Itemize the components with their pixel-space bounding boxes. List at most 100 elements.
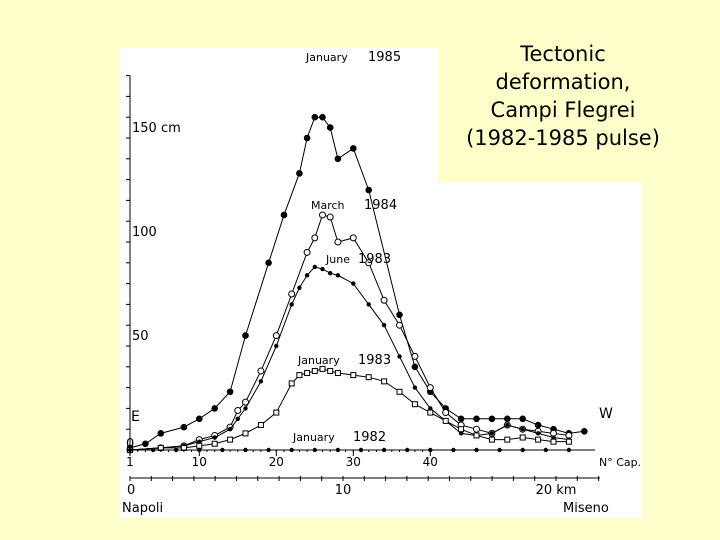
- data-point: [473, 432, 480, 439]
- data-point: [426, 384, 434, 392]
- data-point: [197, 447, 202, 453]
- data-point: [504, 436, 511, 443]
- data-point: [488, 415, 496, 423]
- data-point: [405, 447, 410, 453]
- data-point: [451, 447, 456, 453]
- data-point: [289, 447, 294, 453]
- x-tick-label: 30: [346, 455, 361, 469]
- data-point: [242, 332, 249, 339]
- data-point: [474, 447, 479, 453]
- series-label-year: 1983: [358, 353, 391, 368]
- labels: 150 cm 100 50 0 1 10 20 30 40 N° Cap. 0 10 20 km Napo…: [122, 50, 641, 516]
- data-point: [142, 440, 149, 448]
- title-line-1: Tectonic: [520, 42, 606, 66]
- data-point: [488, 436, 495, 443]
- data-point: [326, 124, 334, 131]
- data-point: [396, 388, 403, 395]
- data-point: [327, 367, 334, 374]
- title-line-4: (1982-1985 pulse): [466, 126, 660, 150]
- series-label-name: January: [305, 51, 348, 64]
- data-point: [280, 211, 288, 219]
- data-point: [296, 170, 303, 177]
- data-point: [504, 415, 511, 423]
- series-label-name: January: [292, 431, 335, 444]
- series-label-year: 1984: [364, 198, 397, 213]
- data-point: [442, 417, 449, 424]
- data-point: [312, 264, 317, 270]
- series-label-name: January: [297, 354, 340, 367]
- data-point: [581, 427, 588, 435]
- data-point: [365, 186, 373, 194]
- x-tick-label: 1: [126, 455, 134, 469]
- data-point: [396, 321, 403, 329]
- data-point: [519, 415, 526, 423]
- data-point: [319, 211, 326, 219]
- data-point: [428, 447, 433, 453]
- data-point: [227, 436, 234, 443]
- data-point: [497, 447, 502, 453]
- data-point: [288, 380, 295, 387]
- data-point: [303, 134, 311, 142]
- data-point: [258, 379, 264, 384]
- data-point: [427, 409, 434, 416]
- data-point: [411, 401, 418, 408]
- data-point: [534, 421, 542, 429]
- data-point: [366, 302, 371, 307]
- y-tick-label: 50: [132, 329, 149, 344]
- data-point: [520, 447, 525, 453]
- data-point: [397, 354, 402, 359]
- title-line-2: deformation,: [495, 70, 631, 94]
- data-point: [311, 367, 318, 374]
- place-right-label: Miseno: [563, 501, 609, 516]
- data-point: [412, 385, 418, 390]
- data-point: [358, 447, 364, 453]
- data-point: [365, 259, 373, 267]
- x-axis-label: N° Cap.: [599, 456, 641, 469]
- data-point: [243, 447, 248, 453]
- data-point: [566, 447, 572, 453]
- data-point: [326, 213, 334, 221]
- data-point: [380, 296, 388, 304]
- series-label-name: June: [325, 253, 350, 266]
- data-point: [458, 431, 464, 436]
- data-point: [457, 415, 465, 423]
- data-point: [520, 427, 525, 432]
- data-point: [274, 343, 279, 349]
- data-point: [235, 416, 240, 421]
- data-point: [196, 415, 203, 423]
- data-point: [351, 281, 356, 286]
- data-point: [565, 438, 572, 445]
- data-point: [473, 425, 480, 433]
- data-point: [211, 440, 218, 447]
- km-tick-label: 10: [335, 483, 352, 498]
- data-point: [535, 436, 542, 443]
- data-point: [266, 447, 271, 453]
- data-point: [519, 434, 526, 441]
- data-point: [196, 442, 203, 449]
- data-point: [535, 431, 541, 436]
- data-point: [226, 388, 234, 396]
- data-point: [272, 332, 280, 340]
- x-tick-label: 20: [269, 455, 284, 469]
- data-point: [212, 435, 217, 440]
- data-point: [157, 430, 165, 437]
- data-point: [335, 273, 341, 278]
- data-point: [243, 406, 248, 411]
- data-point: [265, 259, 272, 267]
- data-point: [320, 266, 325, 272]
- data-point: [211, 405, 218, 412]
- data-point: [289, 302, 294, 307]
- data-point: [197, 439, 202, 444]
- data-point: [311, 234, 319, 242]
- data-point: [381, 447, 387, 453]
- data-point: [442, 409, 450, 417]
- direction-right-label: W: [599, 406, 613, 422]
- data-point: [335, 447, 341, 453]
- data-point: [505, 422, 510, 428]
- data-point: [311, 113, 319, 121]
- data-point: [411, 352, 419, 360]
- y-tick-label: 150 cm: [132, 121, 181, 136]
- data-point: [458, 426, 465, 433]
- data-point: [288, 290, 296, 298]
- data-point: [273, 409, 280, 416]
